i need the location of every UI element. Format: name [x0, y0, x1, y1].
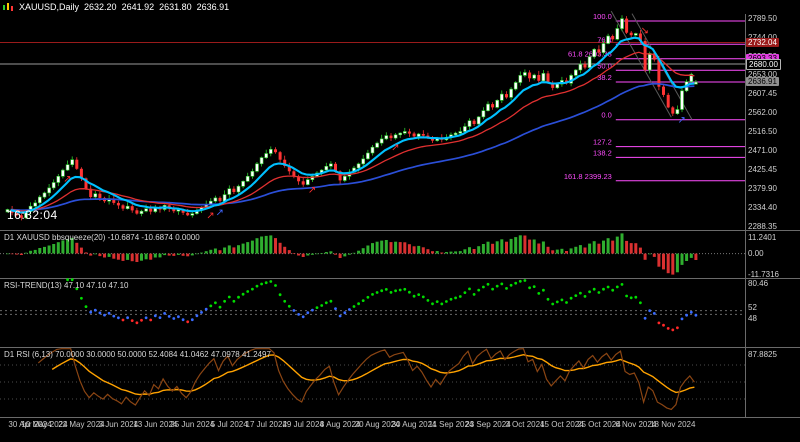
- signal-arrow: ↗: [678, 115, 686, 126]
- low-value: 2631.80: [159, 2, 192, 12]
- open-value: 2632.20: [84, 2, 117, 12]
- squeeze-histogram: [6, 233, 698, 275]
- fib-level-label: 50.0: [597, 61, 612, 70]
- fib-level-label: 138.2: [593, 148, 612, 157]
- fib-level-label: 161.8 2399.23: [564, 172, 612, 181]
- ma-line-medium: [10, 51, 695, 212]
- rsi-smooth-line: [51, 353, 695, 396]
- ma-line-fast: [10, 36, 695, 214]
- fib-level-label: 127.2: [593, 138, 612, 147]
- fib-level-label: 0.0: [601, 111, 611, 120]
- clock-display: 16:32:04: [7, 208, 58, 222]
- chart-header: XAUUSD,Daily 2632.20 2641.92 2631.80 263…: [3, 2, 229, 12]
- ma-line-slow: [10, 82, 695, 212]
- rsi-indicator-label: D1 RSI (6,13) 70.0000 30.0000 50.0000 52…: [4, 350, 271, 359]
- close-value: 2636.91: [196, 2, 230, 12]
- signal-arrow: ↗: [63, 174, 71, 185]
- rsi-trend-dots: [66, 278, 698, 332]
- fib-level-label: 61.8 2693.33: [568, 50, 612, 59]
- chart-icon: [3, 3, 13, 11]
- fibonacci-lines[interactable]: 100.0 76.4 61.8 2693.33 50.0 38.2 0.0 127.2138…: [564, 12, 745, 182]
- rsi-fast-line: [37, 348, 695, 411]
- signal-arrow: ↗: [308, 185, 316, 196]
- fib-level-label: 100.0: [593, 12, 612, 21]
- fib-level-label: 76.4: [597, 35, 612, 44]
- signal-arrow: ↘: [641, 25, 649, 36]
- fib-level-label: 38.2: [597, 73, 612, 82]
- candles: [5, 15, 698, 221]
- rsi-trend-indicator-label: RSI-TREND(13) 47.10 47.10 47.10: [4, 281, 129, 290]
- symbol-period: XAUUSD,Daily: [19, 2, 80, 12]
- signal-arrow: ↗: [206, 210, 214, 221]
- panel-separators: [0, 14, 800, 418]
- squeeze-indicator-label: D1 XAUUSD bbsqueeze(20) -10.6874 -10.687…: [4, 233, 200, 242]
- high-value: 2641.92: [121, 2, 155, 12]
- signal-arrow: ↗: [391, 143, 399, 154]
- signal-arrow: ↗: [216, 207, 224, 218]
